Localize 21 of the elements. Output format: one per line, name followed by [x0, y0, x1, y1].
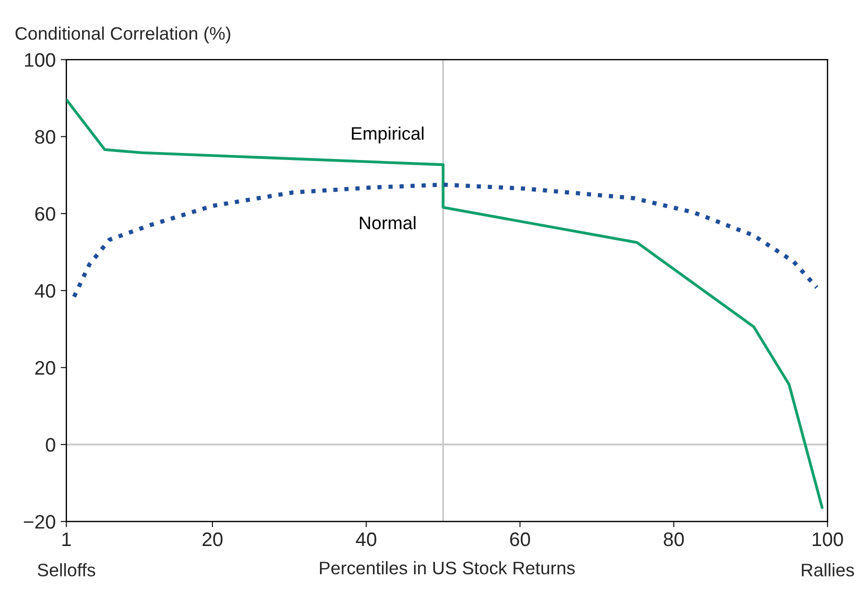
- x-tick-label: 40: [356, 532, 376, 546]
- x-tick-label: 1: [62, 532, 71, 546]
- series-label: Empirical: [352, 126, 424, 144]
- y-tick-label: 100: [25, 53, 56, 67]
- y-tick-label: 60: [35, 207, 56, 221]
- y-tick-label: 80: [35, 130, 56, 144]
- x-tick-label: 100: [812, 532, 843, 546]
- y-tick-label: −20: [24, 514, 56, 529]
- text: Rallies: [802, 563, 854, 576]
- x-tick-label: 20: [202, 532, 223, 546]
- series-label: Normal: [360, 216, 416, 230]
- x-axis-title: Percentiles in US Stock Returns: [320, 561, 575, 574]
- x-tick-label: 80: [664, 532, 684, 546]
- y-tick-label: 20: [35, 361, 56, 375]
- text: Selloffs: [38, 563, 96, 576]
- y-axis-title: Conditional Correlation (%): [16, 26, 230, 44]
- y-tick-label: 40: [34, 284, 56, 298]
- line-series: [66, 98, 824, 510]
- line-series: [72, 182, 819, 299]
- y-tick-label: 0: [46, 438, 56, 452]
- x-tick-label: 60: [510, 532, 530, 546]
